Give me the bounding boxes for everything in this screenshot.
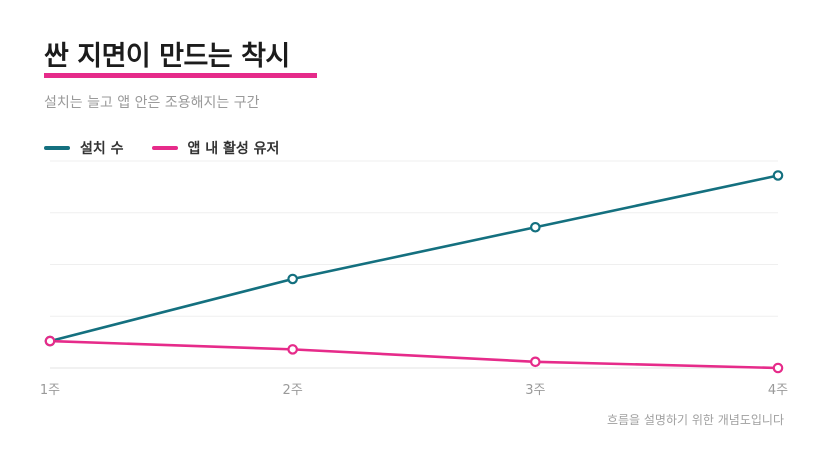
chart-subtitle: 설치는 늘고 앱 안은 조용해지는 구간	[44, 95, 260, 111]
x-tick-label: 1주	[40, 383, 60, 398]
series-point-1	[530, 356, 541, 368]
legend-swatch-installs	[44, 146, 70, 150]
series-point-0	[287, 273, 298, 285]
legend-label-installs: 설치 수	[80, 141, 124, 157]
series-line-0	[48, 174, 780, 343]
chart-footnote: 흐름을 설명하기 위한 개념도입니다	[606, 413, 784, 427]
legend-swatch-active-users	[151, 146, 178, 150]
series-point-1	[287, 344, 298, 355]
legend-label-active-users: 앱 내 활성 유저	[187, 141, 280, 157]
legend-item-installs: 설치 수	[44, 138, 124, 158]
title-underline	[44, 73, 317, 78]
legend: 설치 수 앱 내 활성 유저	[44, 138, 307, 158]
x-tick-label: 3주	[525, 383, 545, 398]
chart-title: 싼 지면이 만드는 착시	[44, 41, 290, 72]
series-line-1	[48, 339, 780, 370]
series-point-0	[772, 170, 784, 181]
legend-item-active-users: 앱 내 활성 유저	[151, 138, 280, 158]
series-point-0	[530, 221, 541, 233]
x-tick-label: 2주	[283, 383, 303, 398]
x-tick-label: 4주	[768, 383, 788, 398]
series-point-1	[772, 362, 784, 374]
series-point-1	[44, 335, 56, 347]
